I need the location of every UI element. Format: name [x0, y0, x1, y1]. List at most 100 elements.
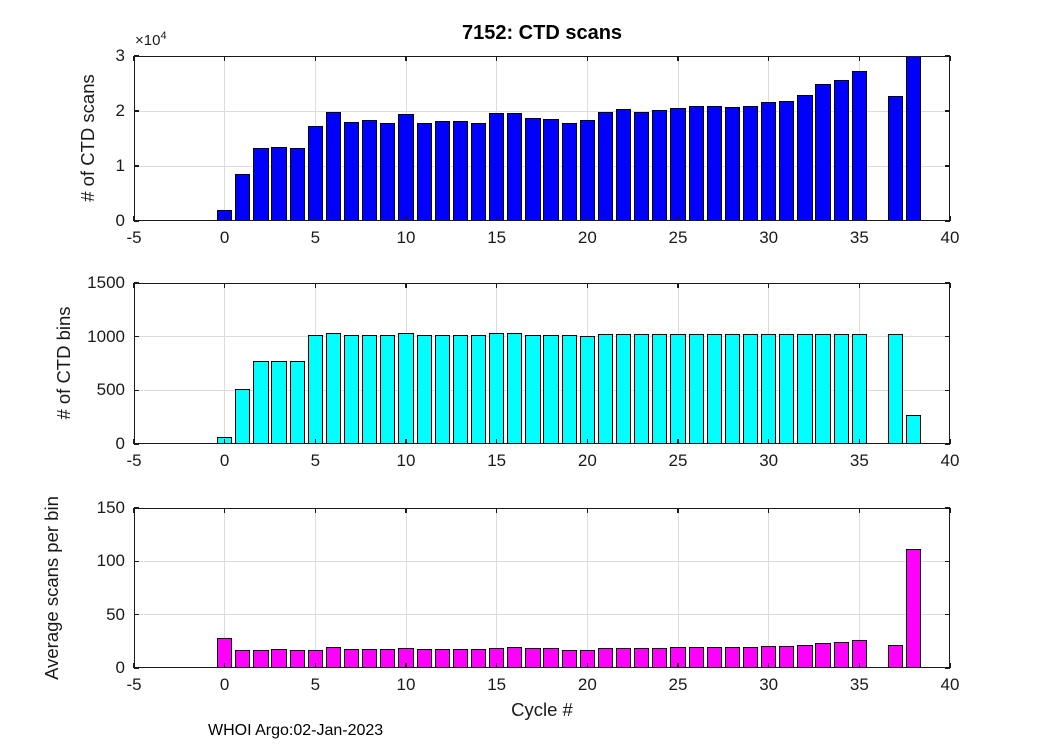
tick-mark-top — [495, 283, 498, 288]
bar-cycle-7 — [343, 334, 360, 444]
y-axis-label-avg-scans: Average scans per bin — [41, 496, 62, 680]
bar-cycle-8 — [362, 648, 378, 668]
x-tick-label: 20 — [577, 675, 597, 694]
gridline-vertical — [496, 508, 498, 668]
x-tick-label: 30 — [759, 451, 779, 470]
tick-mark-left — [134, 165, 139, 167]
bar-cycle-14 — [470, 122, 487, 221]
tick-mark-left — [134, 282, 139, 284]
x-tick-label: 5 — [310, 228, 321, 247]
tick-mark-top — [586, 56, 589, 61]
bar-cycle-15 — [489, 332, 505, 444]
bar-cycle-20 — [579, 335, 595, 444]
gridline-vertical — [858, 508, 860, 668]
bar-cycle-10 — [398, 114, 414, 221]
x-tick-label: 0 — [219, 228, 230, 247]
x-tick-label: 40 — [940, 228, 960, 247]
tick-mark-left — [134, 560, 139, 563]
bar-cycle-34 — [833, 80, 849, 221]
tick-mark-bottom — [405, 439, 407, 444]
bar-cycle-29 — [742, 106, 759, 221]
bar-cycle-19 — [561, 334, 577, 444]
tick-mark-top — [405, 283, 407, 288]
bar-cycle-12 — [434, 648, 450, 668]
tick-mark-right — [945, 220, 950, 222]
bar-cycle-17 — [525, 647, 541, 668]
x-tick-label: -5 — [126, 228, 142, 247]
subplot-ctd-scans: -5 0 5 10 15 20 25 30 35 40 0 1 2 3 — [116, 46, 960, 247]
gridline-horizontal — [134, 336, 950, 338]
tick-mark-top — [495, 508, 498, 513]
tick-mark-bottom — [858, 216, 861, 221]
tick-mark-bottom — [767, 663, 770, 668]
tick-mark-top — [405, 508, 407, 513]
bar-cycle-35 — [851, 333, 867, 444]
gridline-vertical — [768, 508, 770, 668]
gridline-vertical — [224, 283, 226, 444]
bar-cycle-7 — [343, 648, 360, 668]
exponent-power: 4 — [160, 30, 167, 42]
bar-cycle-28 — [724, 646, 740, 668]
bar-cycle-34 — [833, 333, 849, 444]
tick-mark-left — [134, 667, 139, 669]
bar-cycle-2 — [253, 361, 269, 444]
bar-cycle-13 — [452, 334, 468, 444]
x-tick-label: 10 — [396, 228, 416, 247]
y-tick-label: 1000 — [87, 326, 125, 346]
bar-cycle-4 — [289, 360, 305, 444]
bar-cycle-31 — [779, 101, 795, 221]
tick-mark-bottom — [223, 216, 226, 221]
x-tick-label: 0 — [219, 451, 230, 470]
tick-mark-bottom — [949, 439, 951, 444]
bar-cycle-17 — [525, 334, 541, 444]
tick-mark-left — [134, 507, 139, 509]
gridline-vertical — [314, 508, 316, 668]
x-tick-label: 35 — [849, 228, 869, 247]
bar-cycle-12 — [434, 334, 450, 444]
bar-cycle-27 — [706, 333, 722, 444]
tick-mark-bottom — [677, 439, 679, 444]
tick-mark-top — [314, 56, 317, 61]
bar-cycle-26 — [688, 646, 704, 668]
x-tick-label: 35 — [849, 451, 869, 470]
bar-cycle-10 — [398, 332, 414, 444]
exponent-base: ×10 — [135, 32, 161, 49]
bar-cycle-18 — [543, 118, 559, 221]
tick-mark-top — [133, 508, 135, 513]
bar-cycle-1 — [235, 174, 251, 221]
tick-mark-top — [677, 56, 679, 61]
bar-cycle-18 — [543, 334, 559, 444]
subplot-ctd-bins: -5 0 5 10 15 20 25 30 35 40 0 500 1000 1500 — [87, 273, 959, 470]
y-tick-label: 3 — [115, 46, 125, 65]
tick-mark-bottom — [677, 663, 679, 668]
x-tick-label: 15 — [487, 451, 507, 470]
tick-mark-bottom — [495, 663, 498, 668]
bar-cycle-37 — [887, 96, 904, 221]
tick-mark-left — [134, 443, 139, 445]
bar-cycle-9 — [380, 649, 396, 668]
x-tick-label: 25 — [668, 675, 688, 694]
bar-cycle-22 — [615, 109, 632, 221]
bar-cycle-25 — [670, 108, 686, 221]
tick-mark-bottom — [405, 216, 407, 221]
bar-cycle-14 — [470, 334, 487, 444]
tick-mark-right — [945, 667, 950, 669]
bar-cycle-38 — [906, 548, 922, 668]
tick-mark-bottom — [767, 216, 770, 221]
gridline-horizontal — [134, 110, 950, 112]
tick-mark-top — [949, 508, 951, 513]
bar-cycle-24 — [652, 333, 668, 444]
y-tick-label: 0 — [115, 658, 125, 677]
y-tick-label: 1 — [115, 156, 125, 175]
bar-cycle-19 — [561, 123, 577, 221]
tick-mark-right — [945, 560, 950, 563]
bar-cycle-32 — [797, 333, 813, 444]
bar-cycle-21 — [597, 112, 614, 221]
tick-mark-bottom — [586, 663, 589, 668]
tick-mark-right — [945, 165, 950, 167]
tick-mark-top — [858, 56, 861, 61]
tick-mark-top — [858, 508, 861, 513]
gridline-horizontal — [134, 389, 950, 391]
y-tick-label: 150 — [96, 498, 125, 517]
gridline-horizontal — [134, 614, 950, 616]
